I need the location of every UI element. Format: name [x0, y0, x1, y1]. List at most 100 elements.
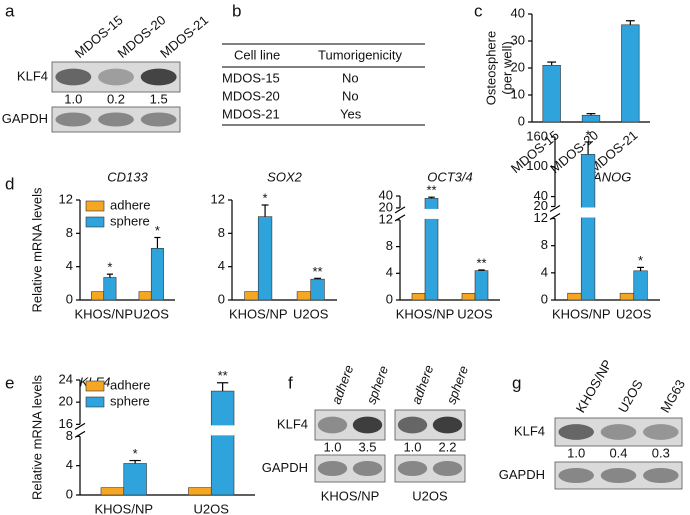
y-tick-label: 24 — [59, 371, 73, 386]
table-cell: Yes — [340, 106, 362, 121]
panel-label: a — [5, 1, 15, 20]
y-tick-label: 8 — [386, 238, 393, 253]
significance: * — [586, 127, 591, 142]
panel-label: d — [5, 174, 14, 193]
bar — [244, 291, 259, 301]
blot-band — [352, 460, 383, 477]
y-tick-label: 40 — [511, 5, 525, 20]
y-tick-label: 8 — [66, 428, 73, 443]
blot-band — [140, 68, 177, 86]
y-tick-label: 10 — [511, 86, 525, 101]
y-tick-label: 12 — [211, 191, 225, 206]
x-tick-label: U2OS — [616, 306, 652, 321]
significance: * — [155, 223, 160, 238]
x-tick-label: KHOS/NP — [74, 306, 133, 321]
blot-band — [98, 112, 134, 127]
panel-label: b — [232, 1, 241, 20]
significance: ** — [313, 264, 323, 279]
bar-break — [210, 425, 235, 436]
x-tick-label: U2OS — [194, 501, 230, 515]
x-tick-label: KHOS/NP — [229, 306, 288, 321]
bar — [257, 216, 273, 301]
blot-row-label: KLF4 — [514, 423, 545, 438]
panel-label: f — [288, 373, 293, 392]
table-cell: MDOS-21 — [222, 106, 280, 121]
y-tick-label: 16 — [59, 416, 73, 431]
y-tick-label: 0 — [66, 486, 73, 501]
blot-band — [352, 416, 383, 434]
bar — [138, 291, 152, 301]
quant-label: 0.4 — [609, 445, 627, 460]
blot-caption: KHOS/NP — [321, 488, 380, 503]
lane-label: MDOS-21 — [157, 12, 211, 61]
significance: * — [638, 253, 643, 268]
bar — [567, 292, 582, 301]
y-tick-label: 12 — [379, 211, 393, 226]
blot-band — [317, 460, 348, 477]
x-tick-label: U2OS — [134, 306, 170, 321]
bar — [103, 277, 117, 301]
y-tick-label: 20 — [59, 394, 73, 409]
blot-band — [397, 416, 428, 434]
blot-band — [600, 467, 637, 484]
bar — [100, 487, 125, 496]
y-tick-label: 0 — [218, 291, 225, 306]
table-cell: No — [342, 70, 359, 85]
legend-swatch — [85, 380, 105, 392]
bar — [633, 270, 648, 301]
bar — [188, 487, 212, 496]
blot-row-label: KLF4 — [17, 68, 48, 83]
x-tick-label: U2OS — [457, 306, 493, 321]
blot-band — [432, 416, 463, 434]
blot-band — [558, 467, 594, 484]
y-tick-label: 8 — [218, 225, 225, 240]
bar — [210, 390, 235, 496]
quant-label: 2.2 — [438, 439, 456, 454]
table-cell: MDOS-15 — [222, 70, 280, 85]
y-tick-label: 100 — [526, 158, 548, 173]
legend-label: sphere — [110, 213, 150, 228]
y-axis-label: Relative mRNA levels — [29, 375, 44, 500]
legend-swatch — [85, 200, 105, 212]
blot-row-label: GAPDH — [2, 111, 48, 126]
quant-label: 1.0 — [64, 91, 82, 106]
blot-background — [314, 454, 386, 483]
y-tick-label: 0 — [541, 291, 548, 306]
blot-band — [317, 416, 348, 434]
y-tick-label: 20 — [379, 199, 393, 214]
legend-swatch — [85, 396, 105, 408]
bar-break — [580, 207, 596, 218]
axis-break — [394, 206, 406, 214]
x-tick-label: KHOS/NP — [552, 306, 611, 321]
blot-band — [600, 424, 637, 440]
x-tick-label: KHOS/NP — [396, 306, 455, 321]
bar — [296, 291, 312, 301]
significance: ** — [426, 183, 436, 198]
blot-background — [51, 106, 181, 133]
bar — [619, 292, 635, 301]
y-tick-label: 160 — [526, 128, 548, 143]
table-header: Cell line — [234, 47, 280, 62]
panel-label: c — [474, 1, 483, 20]
chart-title: CD133 — [107, 169, 148, 184]
blot-row-label: GAPDH — [499, 467, 545, 482]
bar — [91, 291, 105, 301]
blot-caption: U2OS — [412, 488, 448, 503]
panel-label: e — [5, 373, 14, 392]
blot-band — [643, 424, 679, 440]
y-tick-label: 40 — [534, 188, 548, 203]
lane-label: adhere — [328, 363, 356, 406]
lane-label: adhere — [408, 363, 436, 406]
table-cell: MDOS-20 — [222, 88, 280, 103]
legend-swatch — [85, 216, 105, 228]
blot-band — [643, 467, 679, 484]
y-tick-label: 8 — [541, 237, 548, 252]
y-axis-label: Osteosphere — [483, 31, 498, 105]
table-b: Cell line Tumorigenicity MDOS-15 No MDOS… — [222, 43, 425, 126]
axis-break — [549, 204, 561, 213]
